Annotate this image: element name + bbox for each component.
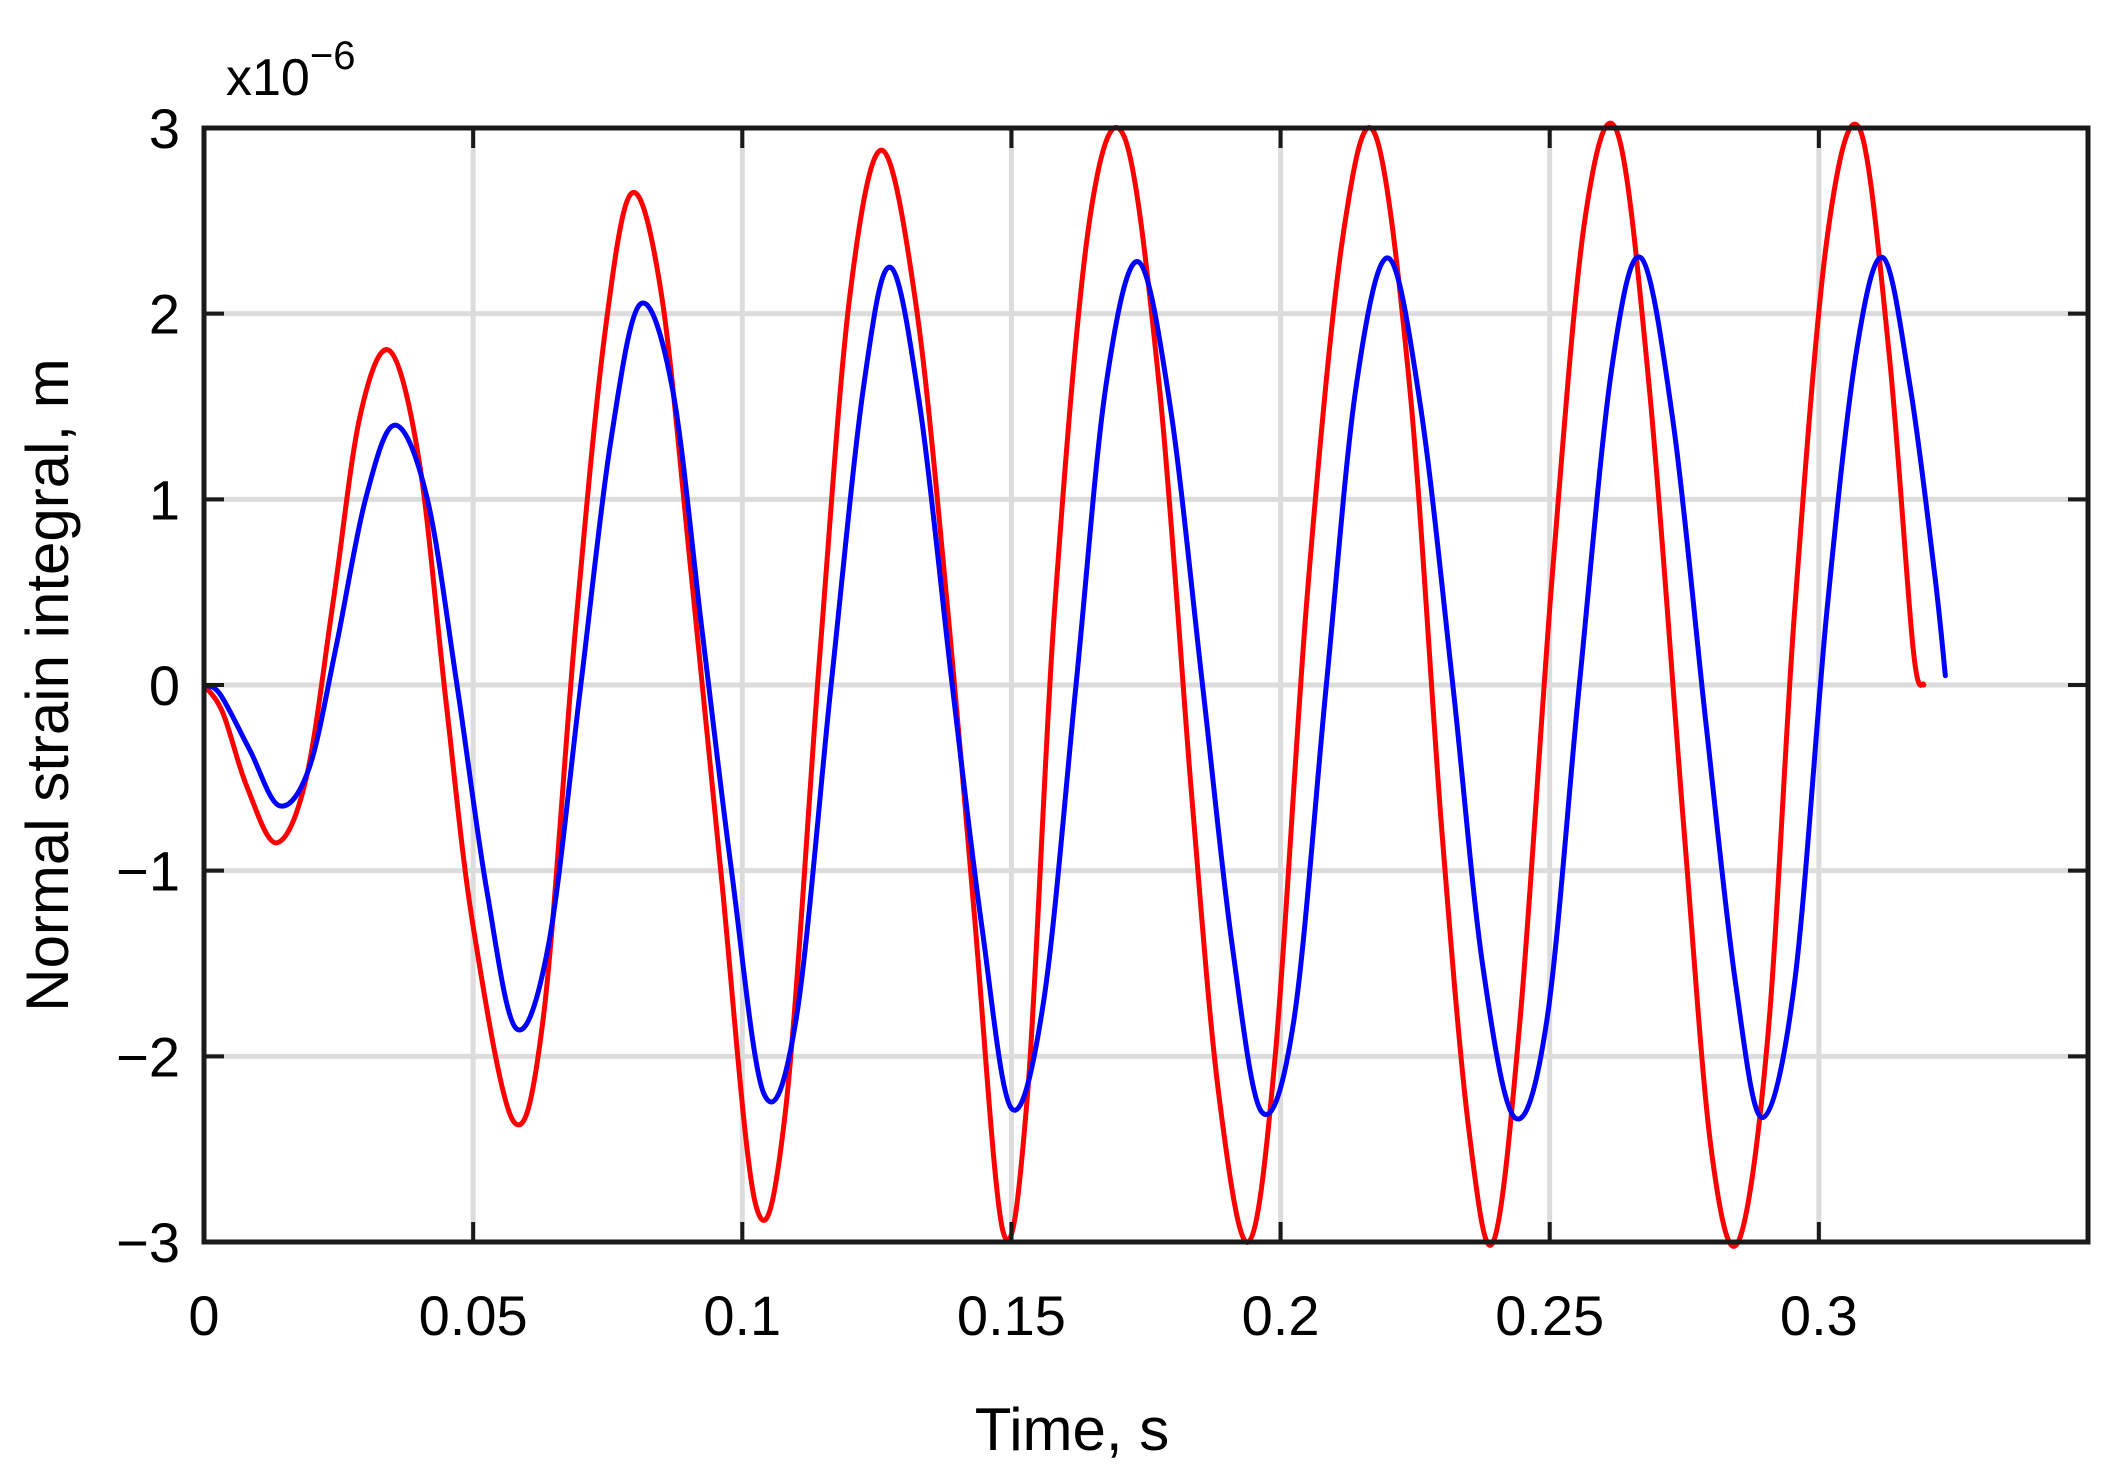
y-multiplier-base: x10 (226, 49, 310, 107)
y-tick-label: 0 (149, 654, 180, 717)
y-tick-label: −3 (116, 1211, 180, 1274)
grid (204, 128, 2088, 1242)
x-tick-label: 0.25 (1495, 1284, 1604, 1347)
y-tick-label: 1 (149, 468, 180, 531)
y-multiplier: x10−6 (226, 34, 355, 107)
y-tick-labels: −3 −2 −1 0 1 2 3 (116, 97, 180, 1274)
x-tick-label: 0.2 (1242, 1284, 1320, 1347)
x-tick-label: 0.3 (1780, 1284, 1858, 1347)
x-tick-label: 0.15 (957, 1284, 1066, 1347)
x-axis-label: Time, s (975, 1396, 1169, 1463)
x-tick-label: 0.1 (703, 1284, 781, 1347)
y-tick-label: −2 (116, 1025, 180, 1088)
x-tick-label: 0.05 (419, 1284, 528, 1347)
series-lines (201, 120, 1948, 1249)
y-multiplier-exponent: −6 (310, 34, 356, 78)
x-tick-labels: 0 0.05 0.1 0.15 0.2 0.25 0.3 (188, 1284, 1857, 1347)
x-tick-label: 0 (188, 1284, 219, 1347)
axis-ticks (202, 126, 2088, 1244)
series-line-2 (201, 254, 1948, 1122)
y-axis-label: Normal strain integral, m (14, 358, 81, 1012)
y-tick-label: 3 (149, 97, 180, 160)
y-tick-label: 2 (149, 283, 180, 346)
y-tick-label: −1 (116, 840, 180, 903)
